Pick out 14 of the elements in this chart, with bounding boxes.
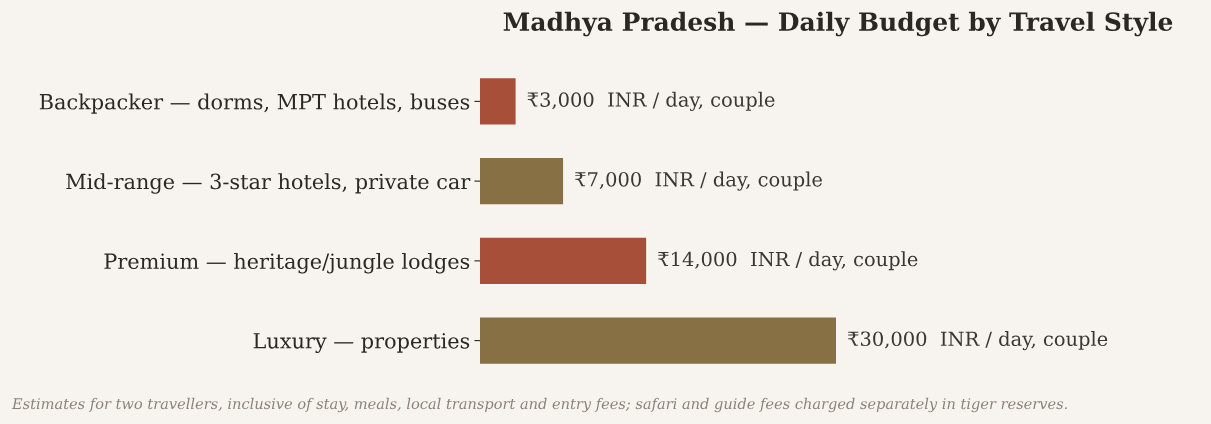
y-tick-label: Premium — heritage/jungle lodges <box>104 252 470 274</box>
data-label: ₹30,000 INR / day, couple <box>848 331 1108 351</box>
y-tick-label: Backpacker — dorms, MPT hotels, buses <box>39 93 470 114</box>
bar <box>480 78 516 125</box>
text: Estimates for two travellers, inclusive of stay, meals, local transport and entry fees; safari and guide fees charged separately in tiger reserves. <box>11 397 1067 413</box>
data-label: ₹14,000 INR / day, couple <box>658 251 918 271</box>
bar <box>480 158 564 205</box>
bar <box>480 237 647 284</box>
y-tick-label: Luxury — properties <box>253 333 470 353</box>
data-label: ₹7,000 INR / day, couple <box>575 171 822 191</box>
data-label: ₹3,000 INR / day, couple <box>527 91 775 111</box>
bar <box>480 317 836 364</box>
y-tick-label: Mid-range — 3-star hotels, private car <box>66 173 471 194</box>
chart-title: Madhya Pradesh — Daily Budget by Travel Style <box>503 11 1173 37</box>
